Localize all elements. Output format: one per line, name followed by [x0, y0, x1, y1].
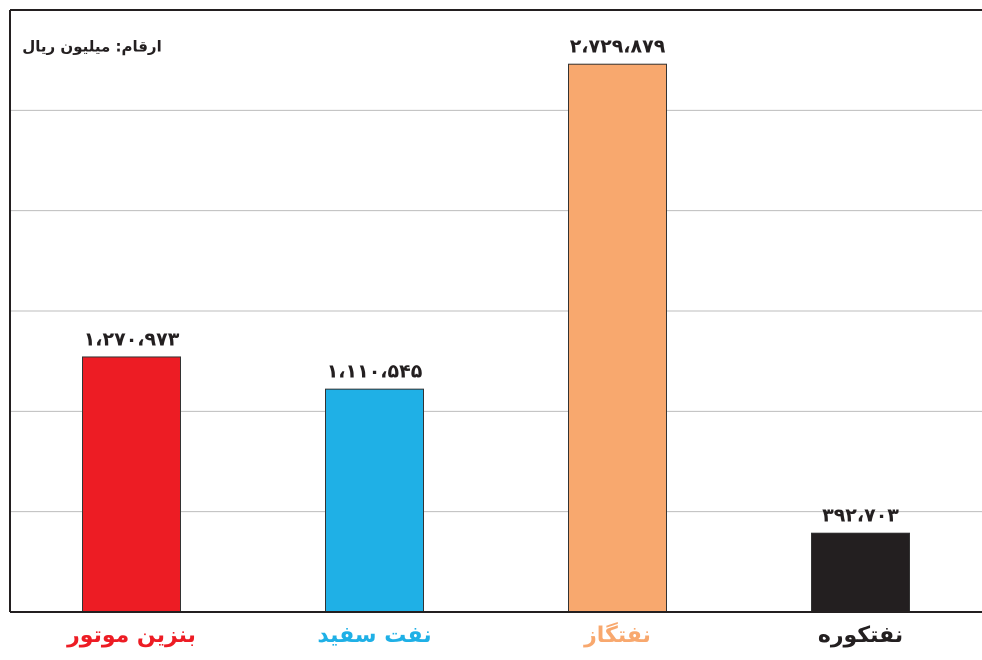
x-tick-label: بنزین موتور	[66, 623, 196, 648]
bar	[82, 356, 181, 613]
bar	[811, 532, 910, 613]
value-label: ۳۹۲،۷۰۳	[822, 505, 899, 527]
bar	[325, 388, 424, 613]
bar	[568, 63, 667, 613]
value-label: ۱،۱۱۰،۵۴۵	[327, 361, 423, 383]
unit-note: ارقام: میلیون ریال	[22, 38, 161, 56]
value-label: ۱،۲۷۰،۹۷۳	[84, 328, 180, 350]
x-tick-label: نفت سفید	[317, 623, 431, 648]
x-tick-label: نفتگاز	[583, 621, 651, 648]
value-label: ۲،۷۲۹،۸۷۹	[570, 36, 666, 58]
x-tick-label: نفتکوره	[818, 623, 903, 648]
